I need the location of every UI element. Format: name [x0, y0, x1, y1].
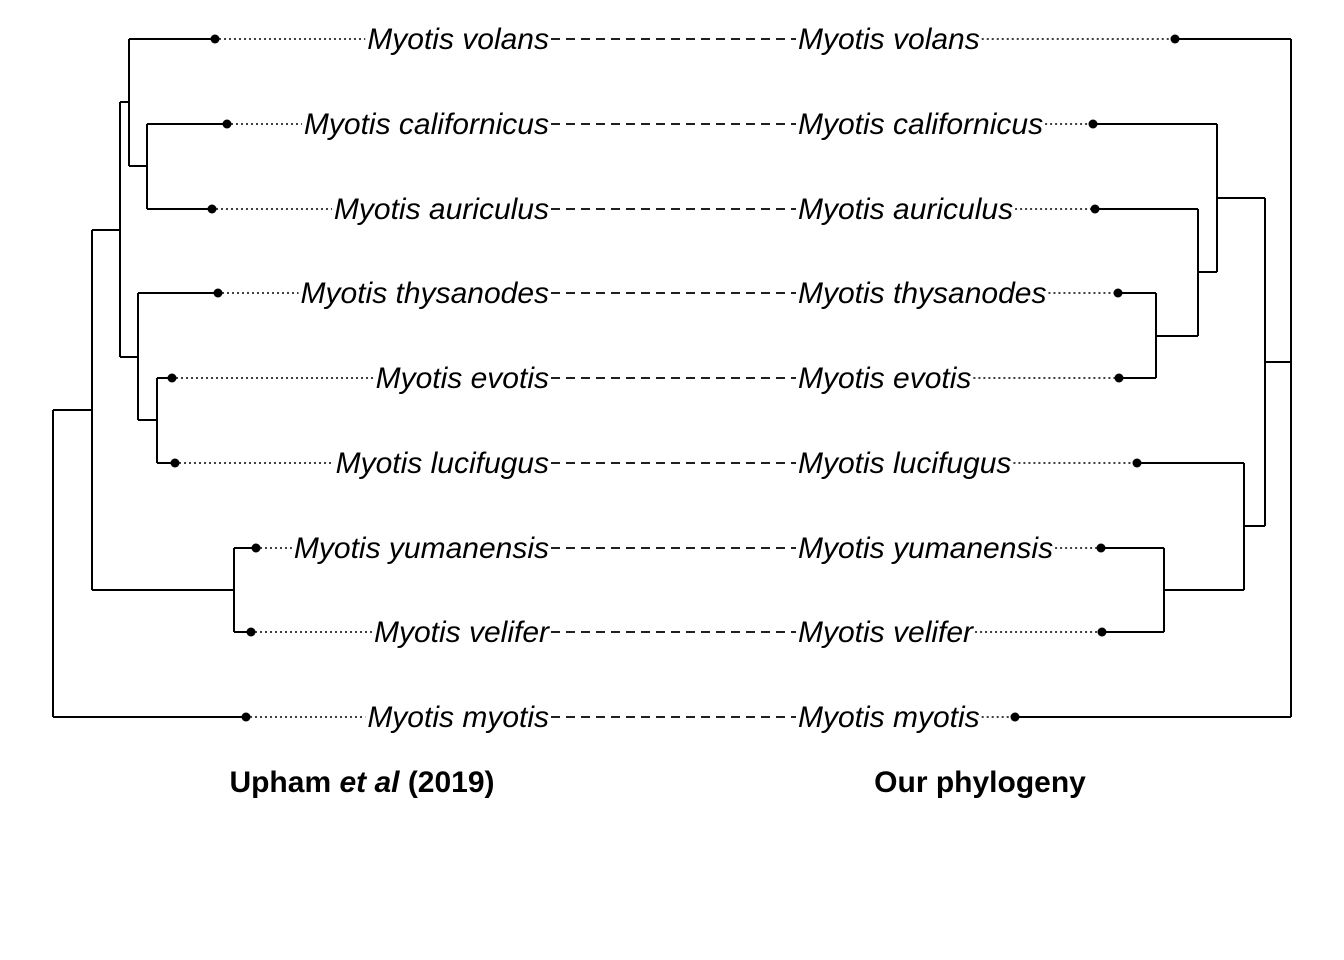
right-tip-myotis-thysanodes [1113, 288, 1123, 298]
left-tip-myotis-auriculus [207, 204, 217, 214]
left-tip-myotis-evotis [167, 373, 177, 383]
left-californicus-auriculus-branch [146, 123, 227, 210]
left-tip-myotis-yumanensis [251, 543, 261, 553]
left-evotis-lucifugus-branch [156, 377, 175, 464]
left-clade-a-branch [119, 101, 138, 358]
right-label-myotis-yumanensis: Myotis yumanensis [798, 532, 1053, 565]
left-label-myotis-evotis: Myotis evotis [376, 362, 549, 395]
left-label-myotis-lucifugus: Myotis lucifugus [336, 447, 549, 480]
left-tip-myotis-volans [210, 34, 220, 44]
right-label-myotis-myotis: Myotis myotis [798, 701, 980, 734]
right-label-myotis-velifer: Myotis velifer [798, 616, 974, 649]
right-ingroup-branch [1217, 197, 1266, 527]
right-tree [1015, 38, 1292, 718]
right-root-branch [1015, 38, 1292, 718]
left-label-myotis-velifer: Myotis velifer [374, 616, 550, 649]
left-tip-myotis-californicus [222, 119, 232, 129]
left-tip-myotis-velifer [246, 627, 256, 637]
right-label-myotis-californicus: Myotis californicus [798, 108, 1043, 141]
left-yumanensis-velifer-branch [233, 547, 256, 633]
right-label-myotis-evotis: Myotis evotis [798, 362, 971, 395]
right-label-myotis-volans: Myotis volans [798, 23, 980, 56]
taxon-rows: Myotis volans Myotis volans Myotis califor… [167, 23, 1180, 734]
left-root-branch [52, 409, 246, 718]
left-label-myotis-auriculus: Myotis auriculus [334, 193, 549, 226]
right-tree-caption: Our phylogeny [874, 766, 1086, 799]
right-tip-myotis-myotis [1010, 712, 1020, 722]
right-label-myotis-lucifugus: Myotis lucifugus [798, 447, 1011, 480]
right-tip-myotis-lucifugus [1132, 458, 1142, 468]
right-californicus-clade-branch [1093, 123, 1218, 273]
right-tip-myotis-yumanensis [1096, 543, 1106, 553]
right-tip-myotis-auriculus [1090, 204, 1100, 214]
left-ingroup-branch [91, 229, 234, 591]
left-label-myotis-yumanensis: Myotis yumanensis [294, 532, 549, 565]
left-volans-clade-branch [128, 38, 215, 167]
right-thysanodes-evotis-branch [1118, 292, 1157, 379]
left-tree-caption: Upham et al (2019) [229, 766, 494, 799]
left-label-myotis-californicus: Myotis californicus [304, 108, 549, 141]
right-auriculus-clade-branch [1095, 208, 1199, 337]
left-tip-myotis-thysanodes [213, 288, 223, 298]
left-label-myotis-thysanodes: Myotis thysanodes [301, 277, 549, 310]
left-label-myotis-myotis: Myotis myotis [367, 701, 549, 734]
left-tip-myotis-myotis [241, 712, 251, 722]
right-label-myotis-auriculus: Myotis auriculus [798, 193, 1013, 226]
right-tip-myotis-volans [1170, 34, 1180, 44]
right-lucifugus-clade-branch [1137, 462, 1245, 591]
left-thysanodes-clade-branch [137, 292, 218, 421]
left-label-myotis-volans: Myotis volans [367, 23, 549, 56]
right-yumanensis-velifer-branch [1101, 547, 1165, 633]
right-tip-myotis-velifer [1097, 627, 1107, 637]
left-tree [52, 38, 256, 718]
right-tip-myotis-californicus [1088, 119, 1098, 129]
right-label-myotis-thysanodes: Myotis thysanodes [798, 277, 1046, 310]
left-tip-myotis-lucifugus [170, 458, 180, 468]
right-tip-myotis-evotis [1114, 373, 1124, 383]
